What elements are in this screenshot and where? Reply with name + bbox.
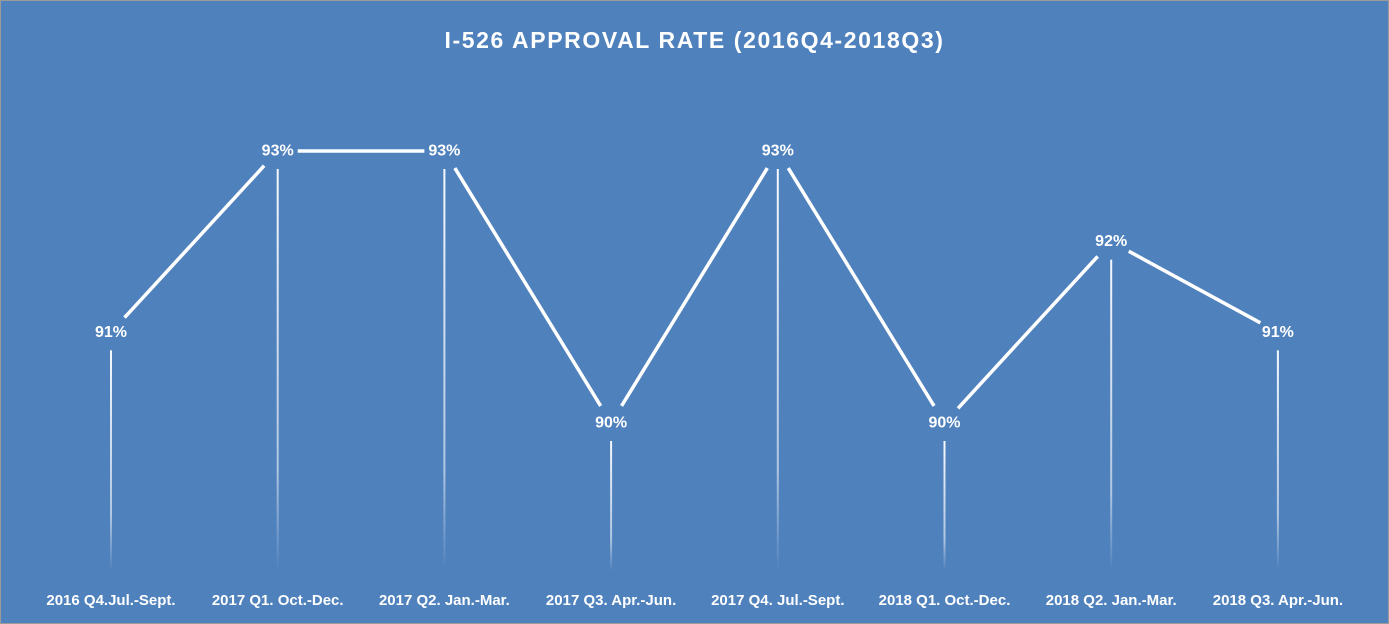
drop-line	[1276, 350, 1279, 571]
drop-line	[776, 169, 779, 571]
x-axis-tick-labels: 2016 Q4.Jul.-Sept. 2017 Q1. Oct.-Dec. 2017…	[46, 592, 1343, 609]
x-tick-label: 2018 Q3. Apr.-Jun.	[1213, 592, 1343, 609]
line-segment	[956, 255, 1099, 410]
drop-line	[610, 441, 613, 571]
drop-line	[276, 169, 279, 571]
data-label: 92%	[1095, 233, 1127, 250]
drop-line	[110, 350, 112, 571]
data-label: 90%	[928, 415, 960, 432]
line-segment	[453, 167, 603, 407]
data-label: 91%	[1262, 324, 1294, 341]
drop-line	[1110, 259, 1113, 571]
x-tick-label: 2016 Q4.Jul.-Sept.	[46, 592, 175, 609]
data-labels: 91% 93% 93% 90% 93% 90% 92% 91%	[95, 143, 1294, 432]
x-tick-label: 2018 Q2. Jan.-Mar.	[1046, 592, 1177, 609]
data-label: 93%	[428, 143, 460, 160]
data-label: 93%	[762, 143, 794, 160]
data-label: 91%	[95, 324, 127, 341]
data-label: 93%	[262, 143, 294, 160]
data-label: 90%	[595, 415, 627, 432]
x-tick-label: 2018 Q1. Oct.-Dec.	[879, 592, 1011, 609]
chart-title: I-526 APPROVAL RATE (2016Q4-2018Q3)	[444, 27, 945, 53]
line-segment	[1127, 249, 1262, 325]
line-segment	[620, 167, 769, 407]
series-line	[123, 149, 1262, 410]
drop-line	[443, 169, 446, 571]
drop-lines	[110, 169, 1279, 571]
line-segment	[123, 164, 266, 319]
x-tick-label: 2017 Q4. Jul.-Sept.	[711, 592, 844, 609]
x-tick-label: 2017 Q2. Jan.-Mar.	[379, 592, 510, 609]
x-tick-label: 2017 Q1. Oct.-Dec.	[212, 592, 344, 609]
drop-line	[943, 441, 946, 571]
x-tick-label: 2017 Q3. Apr.-Jun.	[546, 592, 676, 609]
line-segment	[786, 167, 936, 407]
